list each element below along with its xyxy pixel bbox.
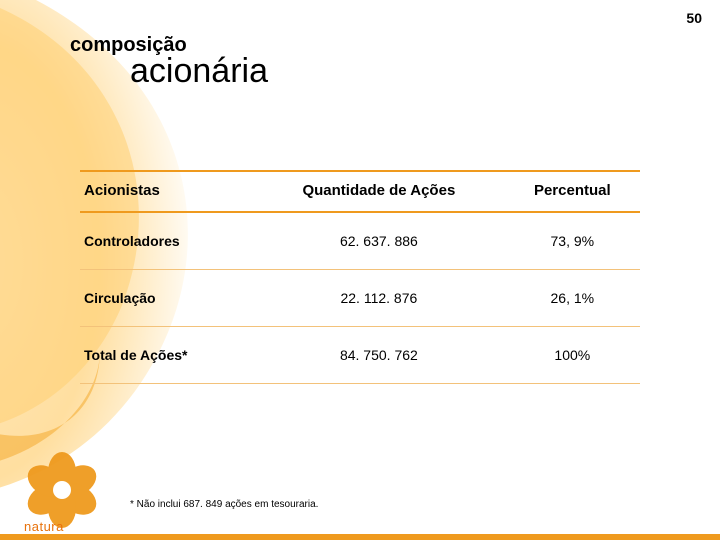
cell-quantity: 62. 637. 886 <box>253 212 504 270</box>
cell-percent: 26, 1% <box>505 270 640 327</box>
table-row: Total de Ações* 84. 750. 762 100% <box>80 327 640 384</box>
col-header-percentual: Percentual <box>505 171 640 212</box>
brand-name: natura <box>24 519 64 534</box>
cell-label: Circulação <box>80 270 253 327</box>
table-row: Controladores 62. 637. 886 73, 9% <box>80 212 640 270</box>
cell-percent: 73, 9% <box>505 212 640 270</box>
shareholders-table: Acionistas Quantidade de Ações Percentua… <box>80 170 640 384</box>
table-row: Circulação 22. 112. 876 26, 1% <box>80 270 640 327</box>
col-header-quantidade: Quantidade de Ações <box>253 171 504 212</box>
cell-label: Total de Ações* <box>80 327 253 384</box>
flower-icon <box>12 450 112 530</box>
page-number: 50 <box>686 10 702 26</box>
cell-quantity: 22. 112. 876 <box>253 270 504 327</box>
col-header-acionistas: Acionistas <box>80 171 253 212</box>
cell-label: Controladores <box>80 212 253 270</box>
slide: 50 composição acionária Acionistas Quant… <box>0 0 720 540</box>
cell-percent: 100% <box>505 327 640 384</box>
table-header-row: Acionistas Quantidade de Ações Percentua… <box>80 171 640 212</box>
title-main: acionária <box>130 52 268 91</box>
cell-quantity: 84. 750. 762 <box>253 327 504 384</box>
footnote: * Não inclui 687. 849 ações em tesourari… <box>130 499 318 510</box>
bottom-accent-bar <box>0 534 720 540</box>
brand-logo <box>12 450 112 530</box>
